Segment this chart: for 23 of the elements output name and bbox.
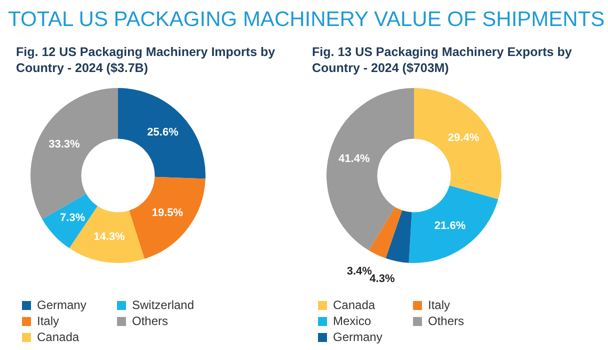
data-label: 7.3% [60,212,86,224]
chart-subtitle: Fig. 12 US Packaging Machinery Imports by Country - 2024 ($3.7B) [15,44,276,77]
data-label: 3.4% [346,266,372,278]
legend-label: Switzerland [132,298,194,312]
data-label: 25.6% [147,126,179,138]
text: TOTAL US PACKAGING MACHINERY VALUE OF SHIPMENTS [8,8,605,32]
data-label: 41.4% [338,152,370,165]
legend-label: Germany [37,298,86,312]
legend-label: Germany [333,330,382,344]
data-label: 33.3% [48,138,80,150]
data-label: 19.5% [152,207,184,220]
data-label: 4.3% [370,273,395,286]
data-label: 21.6% [434,220,466,232]
legend-label: Others [132,314,168,328]
data-label: 14.3% [94,231,126,244]
data-label: 29.4% [448,132,480,144]
legend-label: Others [428,314,464,328]
chart-subtitle: Fig. 13 US Packaging Machinery Exports by Country - 2024 ($703M) [311,44,573,77]
legend-label: Italy [37,314,60,328]
legend-label: Canada [333,298,376,312]
legend-label: Mexico [333,314,372,328]
legend-label: Canada [37,330,80,344]
legend-label: Italy [428,298,450,312]
